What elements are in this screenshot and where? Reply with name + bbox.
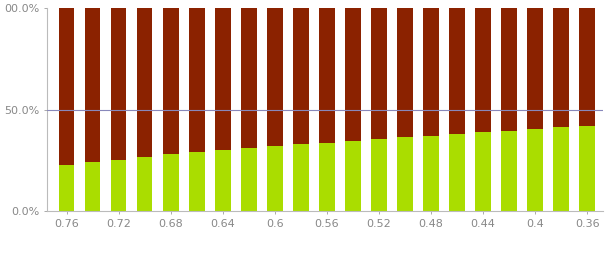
Bar: [501, 131, 517, 211]
Bar: [397, 137, 413, 211]
Bar: [215, 8, 231, 150]
Bar: [580, 126, 595, 211]
Bar: [449, 8, 465, 134]
Legend: marketshare1, marketshare2: marketshare1, marketshare2: [183, 267, 467, 271]
Bar: [85, 8, 100, 162]
Bar: [397, 8, 413, 137]
Bar: [137, 8, 152, 157]
Bar: [371, 8, 387, 139]
Bar: [215, 150, 231, 211]
Bar: [345, 141, 361, 211]
Bar: [475, 132, 491, 211]
Bar: [371, 139, 387, 211]
Bar: [319, 143, 334, 211]
Bar: [163, 154, 178, 211]
Bar: [59, 8, 75, 165]
Bar: [580, 8, 595, 126]
Bar: [527, 129, 543, 211]
Bar: [293, 8, 309, 144]
Bar: [137, 157, 152, 211]
Bar: [449, 134, 465, 211]
Bar: [267, 8, 283, 146]
Bar: [59, 165, 75, 211]
Bar: [85, 162, 100, 211]
Bar: [423, 8, 439, 136]
Bar: [423, 136, 439, 211]
Bar: [241, 149, 257, 211]
Bar: [475, 8, 491, 132]
Bar: [319, 8, 334, 143]
Bar: [267, 146, 283, 211]
Bar: [501, 8, 517, 131]
Bar: [111, 160, 126, 211]
Bar: [189, 153, 205, 211]
Bar: [163, 8, 178, 154]
Bar: [111, 8, 126, 160]
Bar: [241, 8, 257, 149]
Bar: [293, 144, 309, 211]
Bar: [527, 8, 543, 129]
Bar: [189, 8, 205, 153]
Bar: [554, 8, 569, 127]
Bar: [554, 127, 569, 211]
Bar: [345, 8, 361, 141]
